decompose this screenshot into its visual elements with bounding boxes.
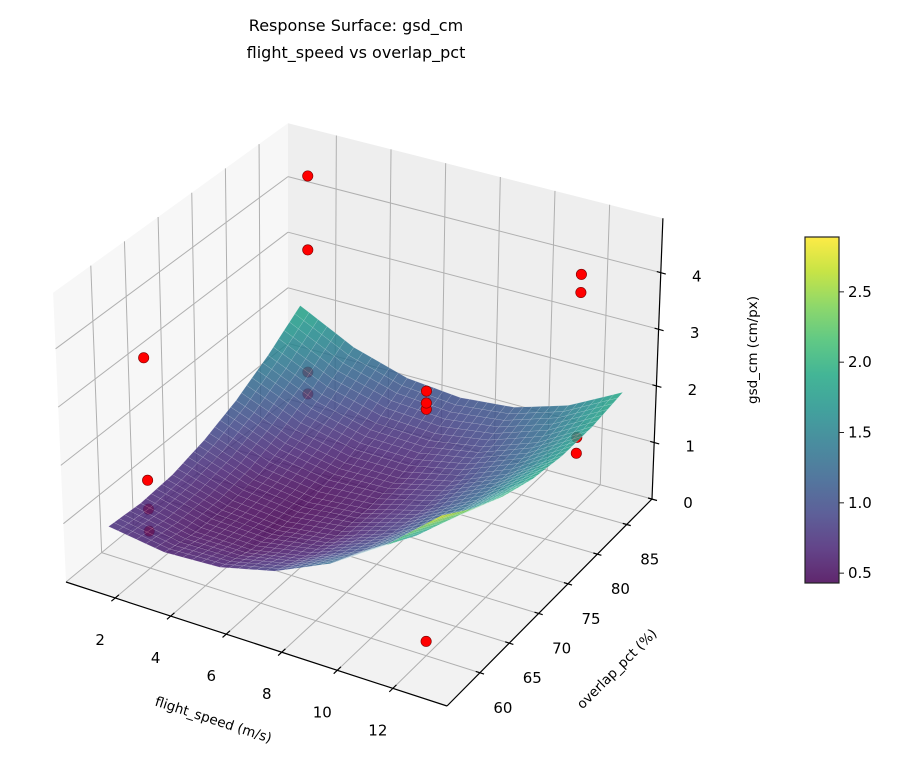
- y-tick-label: 85: [640, 551, 659, 569]
- y-tick-mark: [622, 522, 631, 527]
- z-axis-line: [651, 218, 664, 500]
- x-tick-mark: [166, 612, 175, 620]
- colorbar-tick-label: 2.5: [848, 283, 872, 301]
- x-tick-label: 4: [151, 649, 161, 667]
- y-gridline-left: [123, 241, 134, 527]
- colorbar: 0.5 1.0 1.5 2.0 2.5: [804, 236, 872, 584]
- surface-facet: [573, 431, 588, 440]
- surface-facet: [597, 403, 614, 413]
- x-axis-label: flight_speed (m/s): [153, 694, 274, 747]
- axis-lines: [65, 218, 666, 707]
- surface-facet: [492, 493, 508, 502]
- x-tick-label: 12: [368, 721, 387, 739]
- colorbar-tick-label: 0.5: [848, 564, 872, 582]
- z-tick-mark: [652, 384, 662, 388]
- scatter-point: [420, 385, 432, 397]
- z-tick-mark: [656, 271, 666, 275]
- x-axis-line: [65, 581, 448, 707]
- z-gridline-back: [287, 287, 657, 387]
- z-tick-label: 0: [683, 494, 693, 512]
- surface-facet: [467, 504, 483, 512]
- z-gridline-left: [60, 287, 289, 466]
- y-gridline-left: [191, 192, 198, 474]
- z-gridline-left: [57, 231, 289, 408]
- scatter-point: [570, 447, 582, 459]
- scatter-point: [302, 170, 314, 182]
- z-gridline-back: [287, 231, 659, 330]
- colorbar-frame: [804, 236, 840, 584]
- y-tick-label: 60: [493, 699, 512, 717]
- chart-title-line-1: Response Surface: gsd_cm: [249, 16, 463, 36]
- y-tick-mark: [534, 611, 543, 616]
- x-tick-label: 2: [95, 631, 105, 649]
- scatter-point: [420, 397, 432, 409]
- z-tick-label: 1: [685, 437, 695, 455]
- scatter-point: [138, 352, 150, 364]
- y-gridline-floor: [101, 552, 481, 674]
- surface-facet: [582, 420, 599, 430]
- z-gridline-left: [63, 343, 289, 525]
- y-gridline-left: [90, 265, 103, 553]
- scatter-points-front: [138, 170, 587, 647]
- y-tick-label: 80: [611, 580, 630, 598]
- scatter-point: [575, 287, 587, 299]
- colorbar-tick-label: 1.5: [848, 424, 872, 442]
- surface-facet: [503, 487, 518, 495]
- x-gridline-floor: [392, 484, 601, 689]
- surface-facet: [548, 455, 563, 463]
- z-tick-mark: [647, 497, 658, 502]
- surface-facet: [488, 496, 503, 504]
- surface-facet: [457, 508, 473, 515]
- x-gridline-back: [599, 204, 611, 485]
- z-gridline-left: [55, 176, 289, 350]
- z-axis-label: gsd_cm (cm/px): [745, 296, 761, 404]
- x-tick-mark: [110, 594, 120, 602]
- y-axis-label: overlap_pct (%): [574, 626, 661, 713]
- y-tick-label: 70: [552, 639, 571, 657]
- colorbar-tick-label: 1.0: [848, 494, 872, 512]
- chart-title-line-2: flight_speed vs overlap_pct: [247, 43, 466, 63]
- x-gridline-floor: [336, 469, 548, 671]
- response-surface: [108, 305, 624, 572]
- z-tick-label: 2: [688, 381, 698, 399]
- z-tick-mark: [654, 327, 664, 332]
- z-gridline-back: [287, 176, 661, 274]
- x-tick-label: 8: [262, 685, 272, 703]
- y-tick-label: 75: [581, 610, 600, 628]
- scatter-point: [142, 474, 154, 486]
- z-tick-label: 3: [690, 324, 700, 342]
- y-gridline-left: [157, 217, 166, 501]
- y-tick-mark: [475, 670, 485, 675]
- x-tick-label: 10: [313, 703, 332, 721]
- surface-facet: [432, 514, 448, 521]
- x-tick-mark: [277, 648, 286, 657]
- scatter-point: [302, 244, 314, 256]
- colorbar-gradient: [805, 237, 839, 583]
- colorbar-tick-label: 2.0: [848, 353, 872, 371]
- y-tick-label: 65: [523, 669, 542, 687]
- x-tick-mark: [388, 684, 397, 693]
- left-pane: [53, 123, 288, 582]
- surface-facet: [523, 474, 538, 483]
- x-tick-mark: [222, 630, 231, 638]
- surface-facet: [472, 502, 488, 510]
- z-tick-mark: [650, 440, 660, 445]
- scatter-point: [575, 268, 587, 280]
- y-axis-line: [446, 498, 653, 707]
- scatter-point: [420, 635, 432, 647]
- y-tick-mark: [504, 641, 514, 645]
- z-tick-label: 4: [692, 268, 702, 286]
- y-tick-mark: [593, 552, 602, 556]
- x-tick-mark: [333, 666, 342, 675]
- surface-facet: [553, 450, 568, 459]
- x-tick-label: 6: [206, 667, 216, 685]
- surface-facet: [497, 490, 513, 498]
- y-gridline-left: [224, 168, 230, 448]
- y-tick-mark: [563, 582, 573, 586]
